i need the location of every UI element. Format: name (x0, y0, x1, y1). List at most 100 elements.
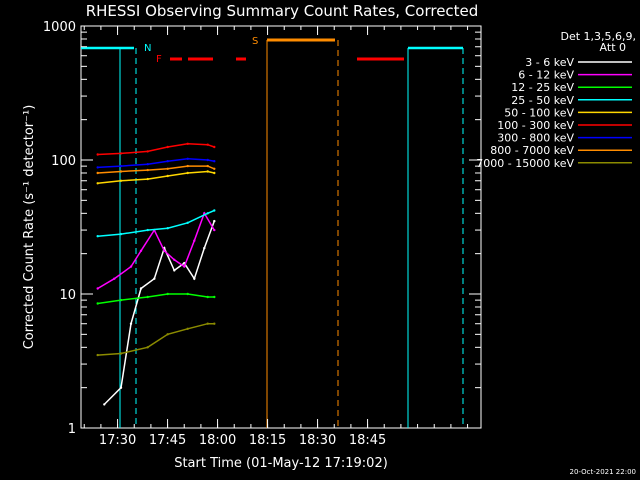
data-point (146, 150, 149, 153)
data-point (193, 239, 196, 242)
y-axis-label: Corrected Count Rate (s⁻¹ detector⁻¹) (22, 105, 37, 350)
data-point (119, 386, 123, 389)
x-tick-label: 18:00 (199, 433, 236, 448)
data-point (186, 157, 189, 160)
data-point (153, 277, 156, 280)
data-point (206, 170, 209, 173)
legend-subtitle: Att 0 (600, 41, 626, 54)
data-point (146, 228, 149, 232)
data-point (139, 287, 143, 290)
data-point (166, 160, 169, 163)
data-point (139, 249, 143, 252)
x-tick-label: 18:30 (299, 433, 336, 448)
data-point (213, 295, 216, 299)
data-point (186, 142, 189, 145)
data-layer: NF S (81, 36, 464, 428)
legend-title: Det 1,3,5,6,9, (560, 30, 636, 43)
data-point (186, 327, 189, 330)
data-point (96, 302, 99, 305)
plot-frame (80, 25, 482, 429)
data-point (119, 179, 123, 182)
y-tick-label: 1 (68, 422, 76, 437)
data-point (146, 295, 149, 299)
y-tick-label: 10 (59, 288, 76, 303)
data-point (206, 164, 209, 168)
data-point (129, 265, 133, 268)
data-point (96, 353, 99, 357)
data-point (113, 277, 116, 280)
data-point (166, 167, 169, 170)
data-point (213, 322, 216, 325)
y-tick-label: 1000 (43, 20, 76, 35)
x-tick-label: 18:45 (349, 433, 386, 448)
data-point (163, 249, 166, 252)
data-point (96, 166, 99, 169)
data-point (213, 167, 216, 170)
data-point (213, 160, 216, 163)
legend-entry-label: 100 - 300 keV (497, 119, 574, 132)
data-point (206, 143, 209, 146)
legend-entry-label: 12 - 25 keV (511, 81, 574, 94)
data-point (203, 246, 206, 250)
data-point (96, 235, 99, 238)
data-point (206, 295, 209, 299)
data-point (186, 171, 189, 175)
data-point (213, 209, 216, 212)
data-point (129, 322, 133, 325)
legend-entry-label: 7000 - 15000 keV (476, 157, 574, 170)
data-point (119, 298, 123, 302)
data-point (206, 212, 209, 215)
flare-flag: F (156, 54, 162, 65)
data-point (166, 174, 169, 178)
data-point (173, 258, 176, 261)
data-point (119, 152, 123, 155)
data-point (119, 232, 123, 236)
data-point (119, 164, 123, 168)
ticks-layer: 17:30 17:45 18:00 18:15 18:30 18:45 1 10 100 1000 (43, 20, 481, 448)
data-point (173, 269, 176, 272)
data-point (213, 219, 216, 223)
data-point (166, 333, 169, 336)
x-axis-label: Start Time (01-May-12 17:19:02) (174, 456, 388, 471)
data-point (166, 227, 169, 230)
night-flag: N (144, 43, 151, 54)
legend-entry-label: 50 - 100 keV (504, 106, 574, 119)
data-point (146, 163, 149, 166)
legend-entry-label: 6 - 12 keV (518, 69, 574, 82)
legend-entry-label: 800 - 7000 keV (490, 144, 574, 157)
chart-title: RHESSI Observing Summary Count Rates, Co… (86, 2, 479, 20)
data-point (96, 153, 99, 156)
y-tick-label: 100 (51, 154, 76, 169)
legend-entry-label: 3 - 6 keV (525, 56, 574, 69)
data-point (193, 277, 196, 280)
data-point (119, 170, 123, 173)
legend-entry-label: 300 - 800 keV (497, 132, 574, 145)
data-point (213, 228, 216, 232)
data-point (96, 287, 99, 290)
x-tick-label: 17:45 (149, 433, 186, 448)
data-point (166, 292, 169, 296)
data-point (213, 171, 216, 175)
data-point (96, 182, 99, 185)
data-point (186, 292, 189, 296)
data-point (206, 158, 209, 162)
data-point (213, 145, 216, 149)
data-point (146, 177, 149, 181)
data-point (103, 403, 106, 406)
data-point (186, 221, 189, 224)
data-point (146, 346, 149, 349)
data-point (119, 352, 123, 355)
data-point (206, 322, 209, 325)
footer-date: 20-Oct-2021 22:00 (570, 468, 636, 476)
data-point (186, 164, 189, 168)
legend-entry-label: 25 - 50 keV (511, 94, 574, 107)
x-tick-label: 18:15 (249, 433, 286, 448)
data-point (166, 145, 169, 149)
saa-flag: S (252, 36, 258, 47)
x-tick-label: 17:30 (99, 433, 136, 448)
data-point (146, 168, 149, 172)
data-point (96, 171, 99, 175)
